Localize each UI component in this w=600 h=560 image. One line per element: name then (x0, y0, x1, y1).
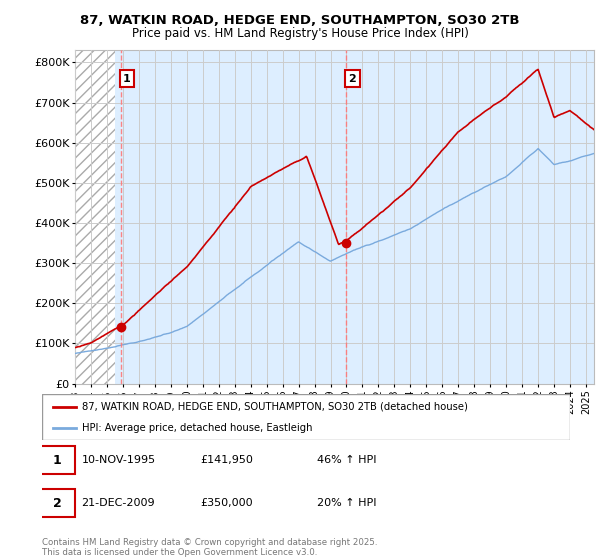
Text: £350,000: £350,000 (200, 498, 253, 508)
Text: 1: 1 (53, 454, 62, 467)
Text: 1: 1 (123, 73, 131, 83)
FancyBboxPatch shape (40, 446, 75, 474)
Text: 2: 2 (349, 73, 356, 83)
FancyBboxPatch shape (40, 489, 75, 517)
Text: 20% ↑ HPI: 20% ↑ HPI (317, 498, 376, 508)
Text: £141,950: £141,950 (200, 455, 253, 465)
Text: Contains HM Land Registry data © Crown copyright and database right 2025.
This d: Contains HM Land Registry data © Crown c… (42, 538, 377, 557)
Text: 87, WATKIN ROAD, HEDGE END, SOUTHAMPTON, SO30 2TB: 87, WATKIN ROAD, HEDGE END, SOUTHAMPTON,… (80, 14, 520, 27)
Text: 21-DEC-2009: 21-DEC-2009 (82, 498, 155, 508)
Text: 2: 2 (53, 497, 62, 510)
Text: HPI: Average price, detached house, Eastleigh: HPI: Average price, detached house, East… (82, 423, 312, 433)
Text: 87, WATKIN ROAD, HEDGE END, SOUTHAMPTON, SO30 2TB (detached house): 87, WATKIN ROAD, HEDGE END, SOUTHAMPTON,… (82, 402, 467, 412)
Text: 10-NOV-1995: 10-NOV-1995 (82, 455, 156, 465)
Text: 46% ↑ HPI: 46% ↑ HPI (317, 455, 376, 465)
Text: Price paid vs. HM Land Registry's House Price Index (HPI): Price paid vs. HM Land Registry's House … (131, 27, 469, 40)
